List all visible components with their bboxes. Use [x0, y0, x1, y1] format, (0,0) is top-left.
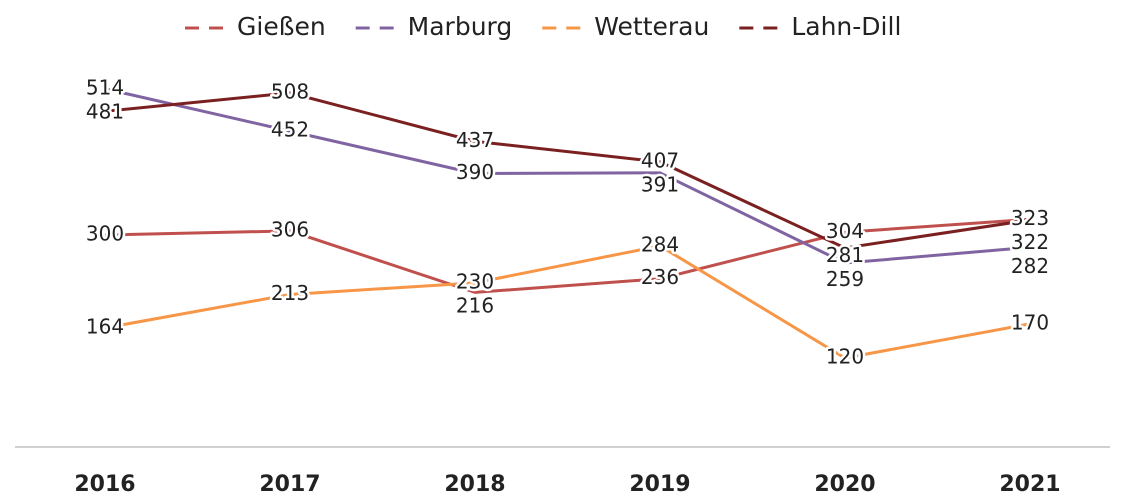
- data-label: 323: [1011, 206, 1049, 230]
- data-label: 259: [826, 267, 864, 291]
- data-label: 481: [86, 99, 124, 123]
- x-tick-label: 2021: [999, 472, 1060, 496]
- data-label: 306: [271, 217, 309, 241]
- legend-label: Lahn-Dill: [791, 12, 901, 41]
- data-label: 164: [86, 314, 124, 338]
- data-label: 284: [641, 232, 679, 256]
- legend-label: Marburg: [408, 12, 513, 41]
- data-label: 304: [826, 219, 864, 243]
- data-label: 322: [1011, 230, 1049, 254]
- x-tick-label: 2019: [629, 472, 690, 496]
- series-line: [104, 244, 1031, 360]
- series-line: [104, 217, 1031, 294]
- data-label: 281: [826, 243, 864, 267]
- x-tick-label: 2018: [444, 472, 505, 496]
- data-label: 391: [641, 172, 679, 196]
- series-line: [104, 91, 1031, 250]
- data-label: 508: [271, 79, 309, 103]
- legend-label: Gießen: [237, 12, 326, 41]
- data-label: 437: [456, 128, 494, 152]
- data-label: 170: [1011, 310, 1049, 334]
- data-label: 407: [641, 148, 679, 172]
- data-label: 282: [1011, 254, 1049, 278]
- x-tick-label: 2017: [259, 472, 320, 496]
- data-label: 120: [826, 345, 864, 369]
- data-label: 300: [86, 222, 124, 246]
- data-label: 236: [641, 265, 679, 289]
- data-label: 216: [456, 293, 494, 317]
- series-line: [104, 87, 1031, 265]
- data-label: 213: [271, 281, 309, 305]
- legend: Gießen Marburg Wetterau Lahn-Dill: [185, 12, 901, 41]
- data-label: 390: [456, 160, 494, 184]
- data-label: 514: [86, 75, 124, 99]
- x-tick-label: 2016: [74, 472, 135, 496]
- data-label: 452: [271, 118, 309, 142]
- x-tick-label: 2020: [814, 472, 875, 496]
- data-label: 230: [456, 269, 494, 293]
- legend-label: Wetterau: [594, 12, 709, 41]
